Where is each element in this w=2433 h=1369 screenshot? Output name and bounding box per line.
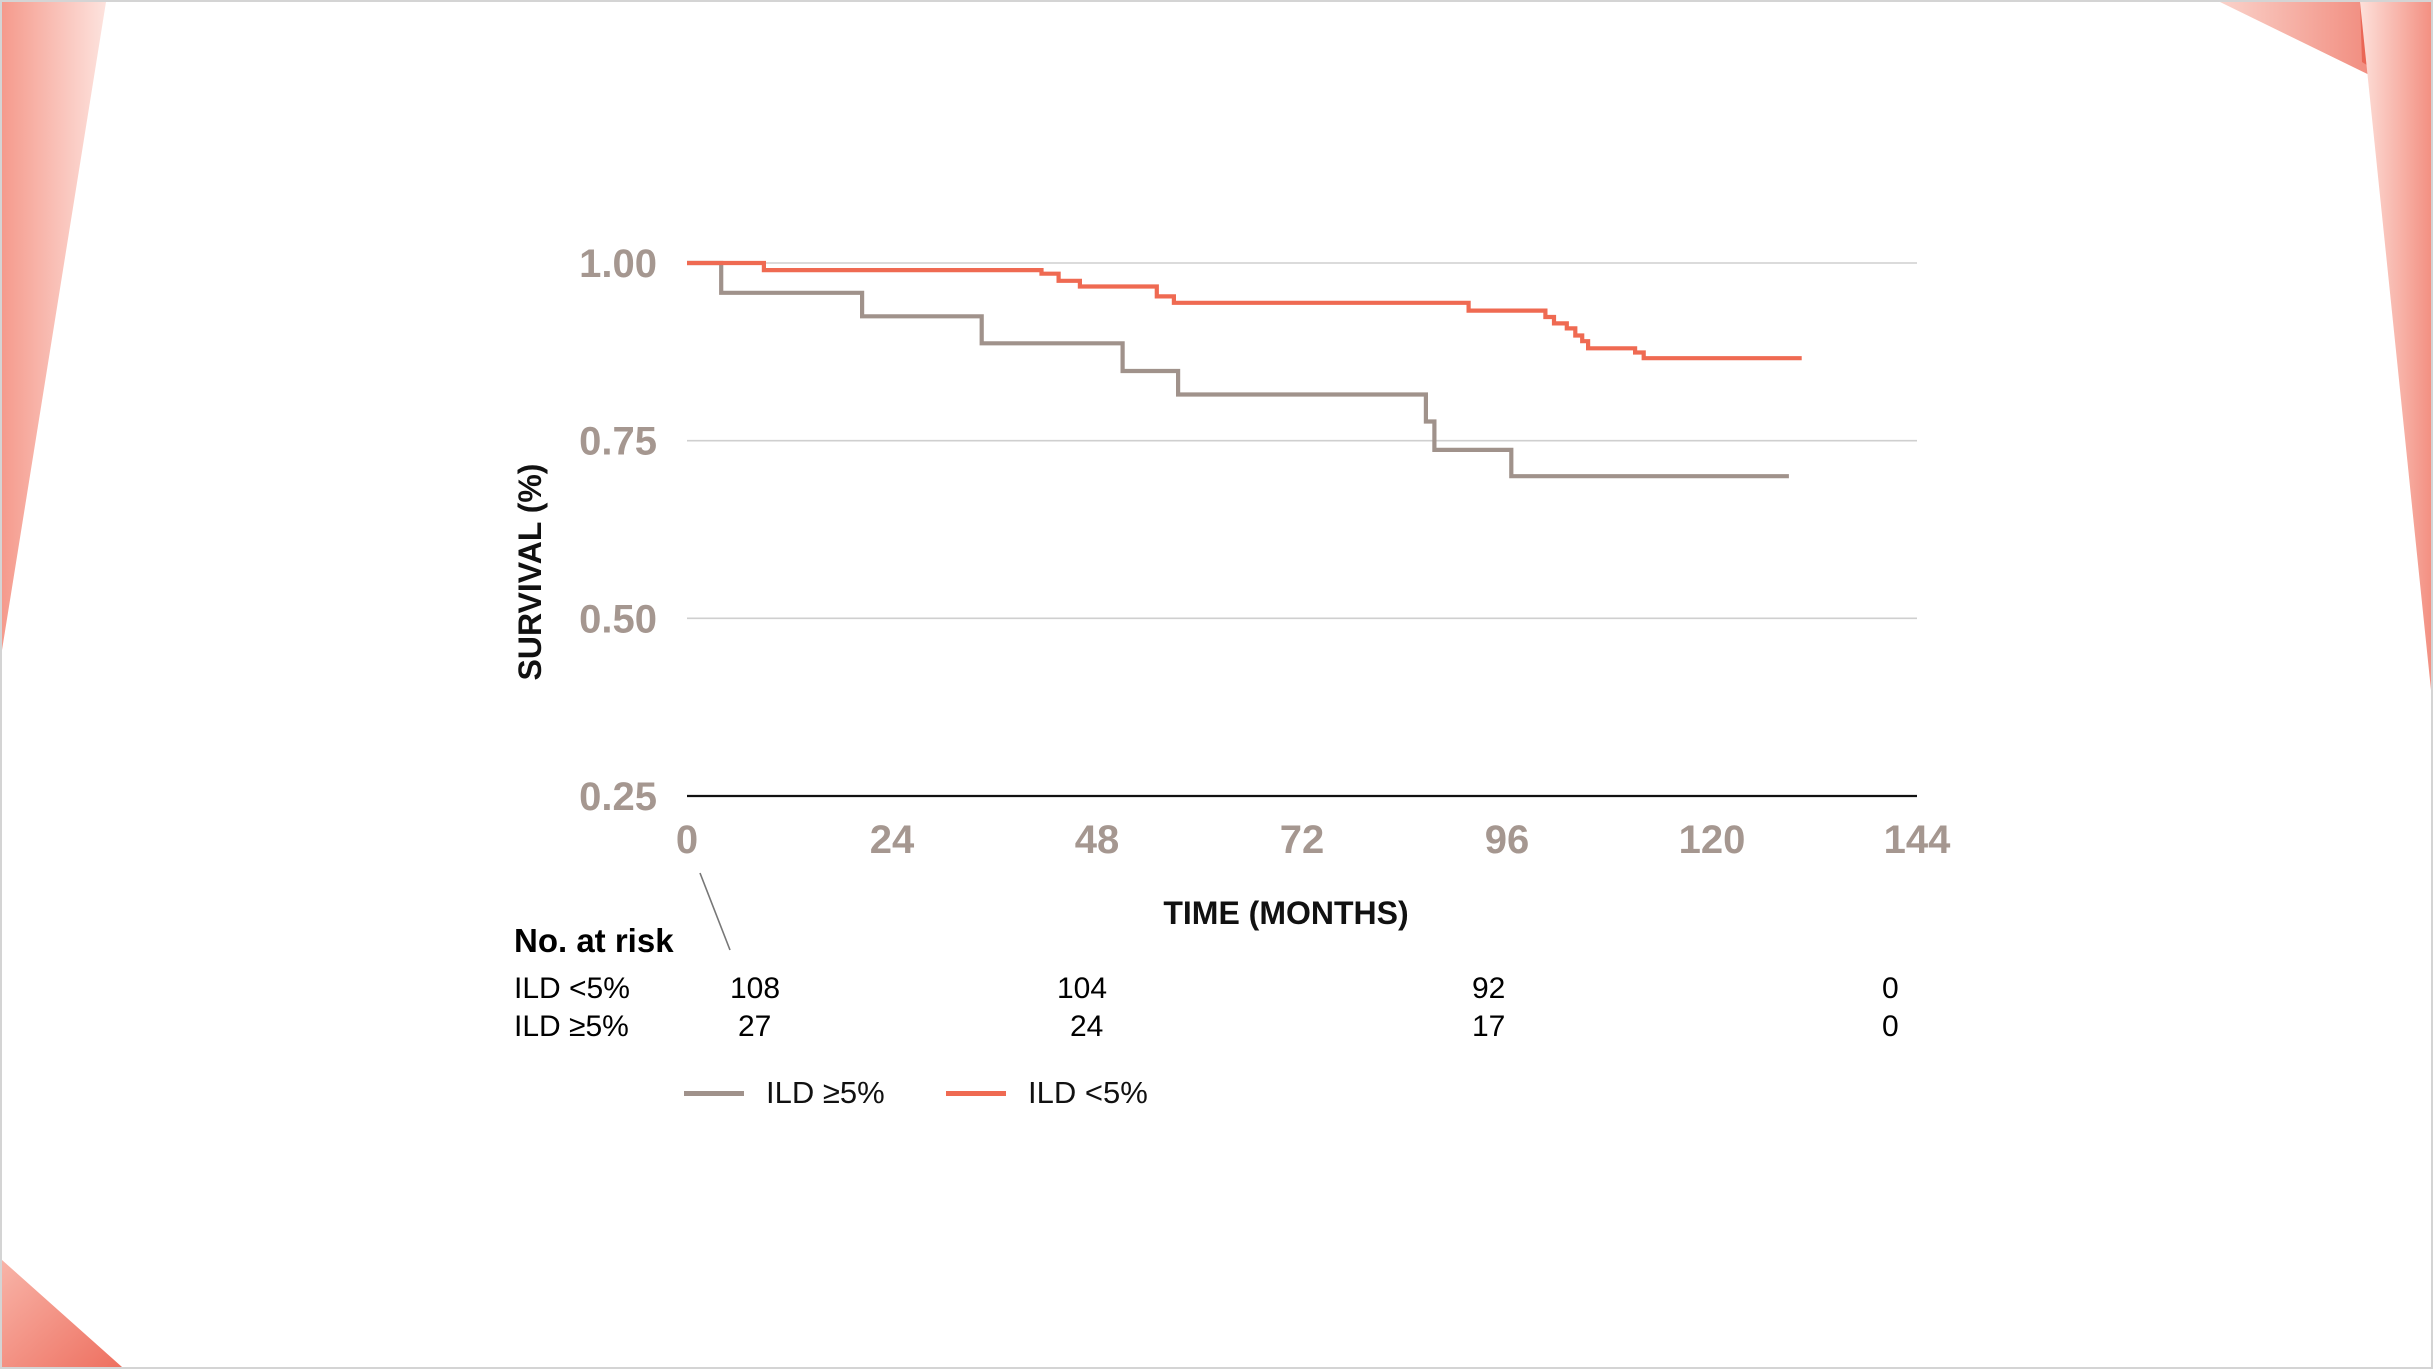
y-axis-title: SURVIVAL (%) bbox=[512, 464, 548, 681]
risk-cell: 17 bbox=[1472, 1010, 1506, 1043]
risk-cell: 104 bbox=[1057, 972, 1108, 1005]
risk-cell: 0 bbox=[1882, 972, 1899, 1005]
risk-cell: 108 bbox=[730, 972, 781, 1005]
x-axis-title: TIME (MONTHS) bbox=[1163, 895, 1408, 931]
x-axis-ticks: 0 24 48 72 96 120 144 bbox=[676, 818, 1951, 862]
y-axis-ticks: 1.00 0.75 0.50 0.25 bbox=[579, 242, 657, 819]
risk-table-heading: No. at risk bbox=[514, 922, 674, 959]
x-tick-label: 48 bbox=[1075, 818, 1120, 862]
legend-swatch-gray bbox=[684, 1090, 744, 1096]
risk-cell: 0 bbox=[1882, 1010, 1899, 1043]
x-tick-label: 120 bbox=[1679, 818, 1746, 862]
legend-item-ild-ge5: ILD ≥5% bbox=[684, 1075, 885, 1111]
risk-row-label: ILD <5% bbox=[514, 972, 630, 1005]
legend-item-ild-lt5: ILD <5% bbox=[946, 1075, 1148, 1111]
y-tick-label: 1.00 bbox=[579, 242, 657, 286]
legend-label: ILD <5% bbox=[1028, 1075, 1148, 1110]
series-line-ild-lt5 bbox=[687, 260, 1802, 361]
series-lines bbox=[687, 260, 1802, 479]
risk-cell: 24 bbox=[1070, 1010, 1104, 1043]
x-tick-label: 72 bbox=[1280, 818, 1325, 862]
x-tick-label: 24 bbox=[870, 818, 915, 862]
x-tick-label: 96 bbox=[1485, 818, 1530, 862]
risk-row-label: ILD ≥5% bbox=[514, 1010, 629, 1043]
x-tick-label: 144 bbox=[1884, 818, 1951, 862]
risk-cell: 92 bbox=[1472, 972, 1506, 1005]
y-tick-label: 0.50 bbox=[579, 597, 657, 641]
risk-table-pointer bbox=[699, 872, 731, 951]
legend-swatch-red bbox=[946, 1090, 1006, 1096]
y-tick-label: 0.25 bbox=[579, 775, 657, 819]
risk-cell: 27 bbox=[738, 1010, 772, 1043]
x-tick-label: 0 bbox=[676, 818, 698, 862]
series-line-ild-ge5 bbox=[687, 260, 1789, 479]
y-tick-label: 0.75 bbox=[579, 420, 657, 464]
gridlines bbox=[687, 262, 1917, 798]
legend-label: ILD ≥5% bbox=[766, 1075, 885, 1110]
